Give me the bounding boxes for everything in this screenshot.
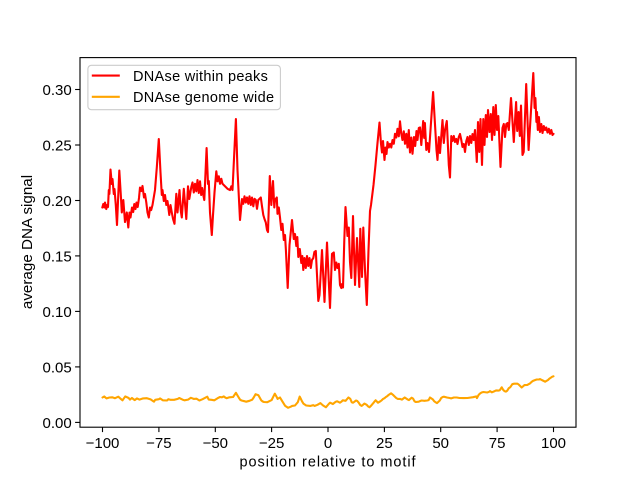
svg-text:0.25: 0.25 bbox=[42, 137, 71, 154]
svg-text:0.05: 0.05 bbox=[42, 359, 71, 376]
svg-text:0.20: 0.20 bbox=[42, 193, 71, 210]
svg-text:−50: −50 bbox=[203, 435, 228, 452]
svg-text:−75: −75 bbox=[146, 435, 171, 452]
svg-text:−25: −25 bbox=[259, 435, 284, 452]
svg-text:position relative to motif: position relative to motif bbox=[239, 454, 416, 470]
svg-text:0.10: 0.10 bbox=[42, 304, 71, 321]
svg-text:DNAse genome wide: DNAse genome wide bbox=[133, 90, 274, 106]
svg-text:average DNA signal: average DNA signal bbox=[19, 175, 36, 309]
svg-text:0.30: 0.30 bbox=[42, 82, 71, 99]
svg-text:−100: −100 bbox=[86, 435, 120, 452]
svg-text:75: 75 bbox=[489, 435, 506, 452]
svg-text:0.00: 0.00 bbox=[42, 415, 71, 432]
svg-text:100: 100 bbox=[541, 435, 566, 452]
svg-text:50: 50 bbox=[432, 435, 449, 452]
svg-text:25: 25 bbox=[376, 435, 393, 452]
svg-text:0: 0 bbox=[324, 435, 332, 452]
svg-text:0.15: 0.15 bbox=[42, 248, 71, 265]
svg-text:DNAse within peaks: DNAse within peaks bbox=[133, 69, 268, 85]
